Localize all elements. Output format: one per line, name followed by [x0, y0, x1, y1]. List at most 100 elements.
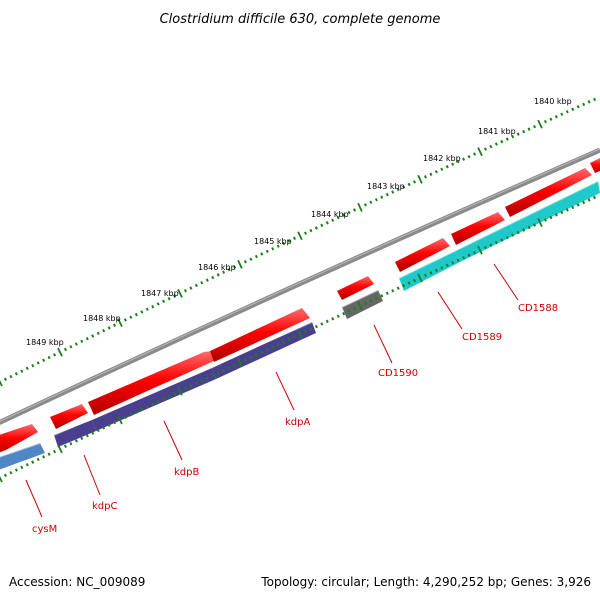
outer-ruler-minor-tick: [292, 236, 297, 241]
inner-ruler-minor-tick: [571, 205, 575, 210]
inner-ruler-minor-tick: [303, 329, 308, 334]
gene-arrow-kdpB[interactable]: [88, 351, 214, 415]
outer-ruler-minor-tick: [325, 221, 329, 225]
outer-ruler-minor-tick: [413, 180, 417, 184]
outer-ruler-minor-tick: [347, 210, 351, 215]
inner-ruler-minor-tick: [483, 245, 487, 250]
outer-ruler-minor-tick: [233, 265, 237, 269]
inner-ruler-minor-tick: [113, 420, 117, 425]
gene-arrow-CD1589-b[interactable]: [451, 212, 505, 245]
gene-arrow-CD1588[interactable]: [505, 168, 592, 217]
outer-ruler-minor-tick: [80, 339, 84, 344]
gene-label-kdpB[interactable]: kdpB: [174, 467, 199, 478]
inner-ruler-minor-tick: [205, 376, 209, 380]
inner-ruler-minor-tick: [456, 258, 460, 262]
gene-arrow-cysM[interactable]: [0, 424, 38, 456]
outer-ruler-minor-tick: [582, 102, 586, 107]
cog-block-kdpC[interactable]: [54, 420, 96, 447]
inner-ruler-minor-tick: [516, 230, 520, 235]
cog-bevel: [0, 180, 599, 458]
inner-ruler-minor-tick: [31, 460, 35, 464]
inner-ruler-major-tick: [417, 273, 423, 283]
outer-ruler-minor-tick: [342, 213, 346, 217]
outer-ruler-minor-tick: [254, 254, 258, 259]
cog-block-CD1590[interactable]: [342, 290, 383, 319]
inner-ruler-minor-tick: [353, 306, 357, 311]
outer-ruler-minor-tick: [593, 97, 597, 102]
inner-ruler-minor-tick: [440, 266, 444, 270]
outer-ruler-minor-tick: [173, 294, 177, 298]
gene-label-kdpA[interactable]: kdpA: [285, 417, 310, 428]
cog-block-kdpA[interactable]: [212, 322, 316, 379]
gene-label-CD1588[interactable]: CD1588: [518, 303, 558, 314]
inner-ruler-minor-tick: [423, 273, 427, 278]
gene-label-CD1590[interactable]: CD1590: [378, 368, 418, 379]
outer-ruler-minor-tick: [549, 117, 553, 121]
outer-ruler-minor-tick: [587, 100, 591, 104]
outer-ruler-minor-tick: [216, 273, 220, 277]
inner-ruler-minor-tick: [232, 363, 237, 367]
outer-ruler-minor-tick: [445, 164, 449, 169]
inner-ruler-minor-tick: [391, 289, 395, 293]
inner-ruler-major-tick: [177, 386, 183, 396]
gene-arrow-CD1590[interactable]: [337, 276, 374, 300]
inner-ruler-minor-tick: [282, 340, 286, 344]
outer-ruler-minor-tick: [576, 105, 580, 109]
inner-ruler-minor-tick: [3, 473, 7, 478]
inner-ruler-minor-tick: [129, 413, 133, 417]
outer-ruler-minor-tick: [42, 358, 46, 362]
inner-tick-ruler: [0, 195, 597, 483]
outer-ruler-major-tick: [177, 288, 183, 298]
inner-ruler-minor-tick: [20, 465, 24, 470]
inner-ruler-minor-tick: [249, 355, 253, 360]
outer-ruler-minor-tick: [440, 167, 444, 171]
inner-ruler-minor-tick: [47, 452, 51, 456]
gene-arrow-CD1589-a[interactable]: [395, 238, 450, 272]
inner-ruler-minor-tick: [260, 350, 264, 355]
cog-block-CD1588-a[interactable]: [455, 224, 515, 262]
kbp-label-1843: 1843 kbp: [367, 182, 405, 191]
outer-ruler-major-tick: [357, 202, 363, 212]
genome-summary-text: Topology: circular; Length: 4,290,252 bp…: [260, 575, 591, 589]
inner-ruler-minor-tick: [140, 407, 144, 412]
outer-ruler-minor-tick: [243, 260, 247, 264]
outer-ruler-minor-tick: [336, 215, 340, 220]
inner-ruler-minor-tick: [500, 238, 504, 242]
cog-block-CD1588-b[interactable]: [510, 181, 600, 235]
gene-label-CD1589[interactable]: CD1589: [462, 332, 502, 343]
cog-block-cysM[interactable]: [0, 443, 45, 473]
outer-ruler-minor-tick: [47, 355, 51, 360]
outer-ruler-minor-tick: [331, 218, 335, 222]
inner-ruler-minor-tick: [576, 203, 580, 207]
inner-ruler-minor-tick: [36, 457, 40, 462]
outer-ruler-minor-tick: [276, 244, 280, 248]
outer-ruler-minor-tick: [402, 185, 406, 189]
gene-arrow-kdpC[interactable]: [50, 404, 88, 429]
inner-ruler-minor-tick: [396, 286, 400, 290]
inner-ruler-major-tick: [357, 301, 363, 311]
inner-ruler-minor-tick: [342, 311, 346, 316]
outer-ruler-major-tick: [477, 147, 483, 157]
inner-ruler-minor-tick: [587, 198, 591, 202]
outer-ruler-minor-tick: [129, 315, 133, 319]
inner-ruler-minor-tick: [533, 223, 537, 227]
inner-ruler-minor-tick: [429, 271, 433, 275]
gene-labels: cysM kdpC kdpB kdpA CD1590 CD1589 CD1588: [25, 263, 558, 535]
outer-ruler-minor-tick: [571, 107, 575, 111]
gene-label-cysM[interactable]: cysM: [32, 524, 57, 535]
gene-label-kdpC[interactable]: kdpC: [92, 501, 117, 512]
gene-arrow-edge[interactable]: [590, 158, 600, 173]
inner-ruler-minor-tick: [194, 381, 198, 386]
outer-ruler-minor-tick: [189, 286, 193, 290]
outer-ruler-minor-tick: [303, 231, 308, 235]
inner-ruler-minor-tick: [554, 213, 558, 217]
leader-cysM: [25, 479, 43, 518]
forward-strand-genes: [0, 158, 600, 456]
outer-ruler-minor-tick: [533, 124, 537, 129]
genome-backbone-highlight: [0, 148, 600, 422]
cog-block-kdpB[interactable]: [92, 368, 216, 431]
kbp-label-1847: 1847 kbp: [141, 289, 179, 298]
gene-arrow-kdpA[interactable]: [210, 308, 310, 362]
inner-ruler-minor-tick: [451, 261, 455, 265]
inner-ruler-minor-tick: [489, 243, 493, 247]
